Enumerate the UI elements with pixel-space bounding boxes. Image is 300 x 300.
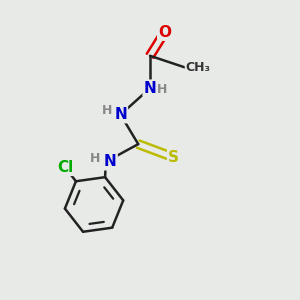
Text: H: H	[102, 104, 112, 117]
Text: N: N	[144, 81, 156, 96]
Text: S: S	[168, 150, 179, 165]
Text: N: N	[104, 154, 117, 169]
Text: H: H	[157, 83, 168, 96]
Text: N: N	[114, 107, 127, 122]
Text: Cl: Cl	[57, 160, 73, 175]
Text: CH₃: CH₃	[185, 61, 210, 74]
Text: O: O	[158, 25, 171, 40]
Text: H: H	[90, 152, 101, 165]
